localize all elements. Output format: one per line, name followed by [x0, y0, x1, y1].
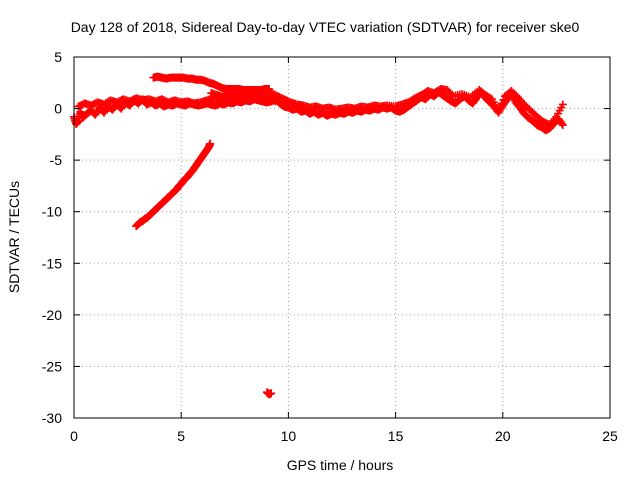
y-tick-label: -15 — [42, 255, 62, 271]
data-points — [70, 72, 567, 399]
series-rising-streak — [132, 139, 215, 231]
plot-frame — [73, 56, 611, 419]
x-tick-label: 25 — [602, 428, 618, 444]
y-tick-label: -25 — [42, 358, 62, 374]
x-axis-label: GPS time / hours — [287, 457, 394, 473]
series-lower-tail — [207, 89, 280, 106]
y-tick-label: -10 — [42, 204, 62, 220]
series-upper-arc — [149, 72, 274, 95]
data-point — [267, 389, 276, 398]
x-tick-label: 5 — [177, 428, 185, 444]
data-point — [496, 103, 505, 112]
series-outlier — [262, 388, 276, 399]
axis-ticks: 0 5 10 15 20 25 -30 -25 -20 -15 -10 -5 0 5 — [42, 49, 618, 444]
chart-title: Day 128 of 2018, Sidereal Day-to-day VTE… — [71, 19, 580, 35]
data-point — [271, 97, 280, 106]
x-tick-label: 10 — [281, 428, 297, 444]
y-tick-label: 0 — [54, 101, 62, 117]
y-tick-label: -20 — [42, 307, 62, 323]
y-tick-label: 5 — [54, 49, 62, 65]
data-point — [494, 106, 503, 115]
data-point — [558, 100, 567, 109]
y-tick-label: -30 — [42, 410, 62, 426]
y-tick-label: -5 — [50, 152, 63, 168]
data-point — [265, 84, 274, 93]
data-point — [497, 99, 506, 108]
data-point — [558, 121, 567, 130]
x-tick-label: 20 — [495, 428, 511, 444]
data-point — [557, 119, 566, 128]
y-axis-label: SDTVAR / TECUs — [6, 181, 22, 293]
data-point — [499, 95, 508, 104]
x-tick-label: 0 — [70, 428, 78, 444]
x-tick-label: 15 — [388, 428, 404, 444]
data-point — [206, 139, 215, 148]
